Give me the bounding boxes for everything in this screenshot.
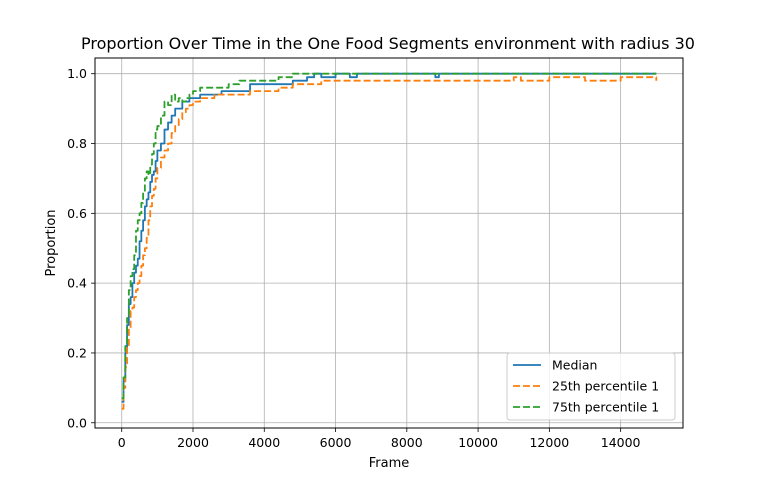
x-tick-label: 2000 [177,435,209,450]
y-axis-label: Proportion [44,209,59,276]
chart-title: Proportion Over Time in the One Food Seg… [81,34,695,53]
y-tick-label: 0.6 [67,206,87,221]
x-tick-label: 12000 [529,435,569,450]
y-tick-label: 0.4 [67,276,87,291]
axes-frame [94,57,684,429]
y-tick-label: 0.0 [67,415,87,430]
legend-box [506,352,676,421]
y-tick-label: 0.8 [67,136,87,151]
x-tick-label: 4000 [248,435,280,450]
x-tick-label: 0 [118,435,126,450]
legend-label-median: Median [552,358,597,373]
legend-label-25th-percentile: 25th percentile 1 [552,379,659,394]
percentile-75-line [121,72,657,400]
x-tick-label: 14000 [601,435,641,450]
x-tick-label: 8000 [391,435,423,450]
x-tick-label: 6000 [320,435,352,450]
y-tick-label: 1.0 [67,66,87,81]
x-axis-label: Frame [369,456,410,471]
legend-label-75th-percentile: 75th percentile 1 [552,400,659,415]
percentile-25-line [121,76,658,410]
median-line [121,72,657,403]
series-lines [121,72,658,410]
y-tick-label: 0.2 [67,345,87,360]
legend: Median 25th percentile 1 75th percentile… [506,352,676,421]
x-tick-label: 10000 [458,435,498,450]
axis-ticks: 0 2000 4000 6000 8000 10000 12000 14000 0.0 0.2 0.… [67,66,640,450]
